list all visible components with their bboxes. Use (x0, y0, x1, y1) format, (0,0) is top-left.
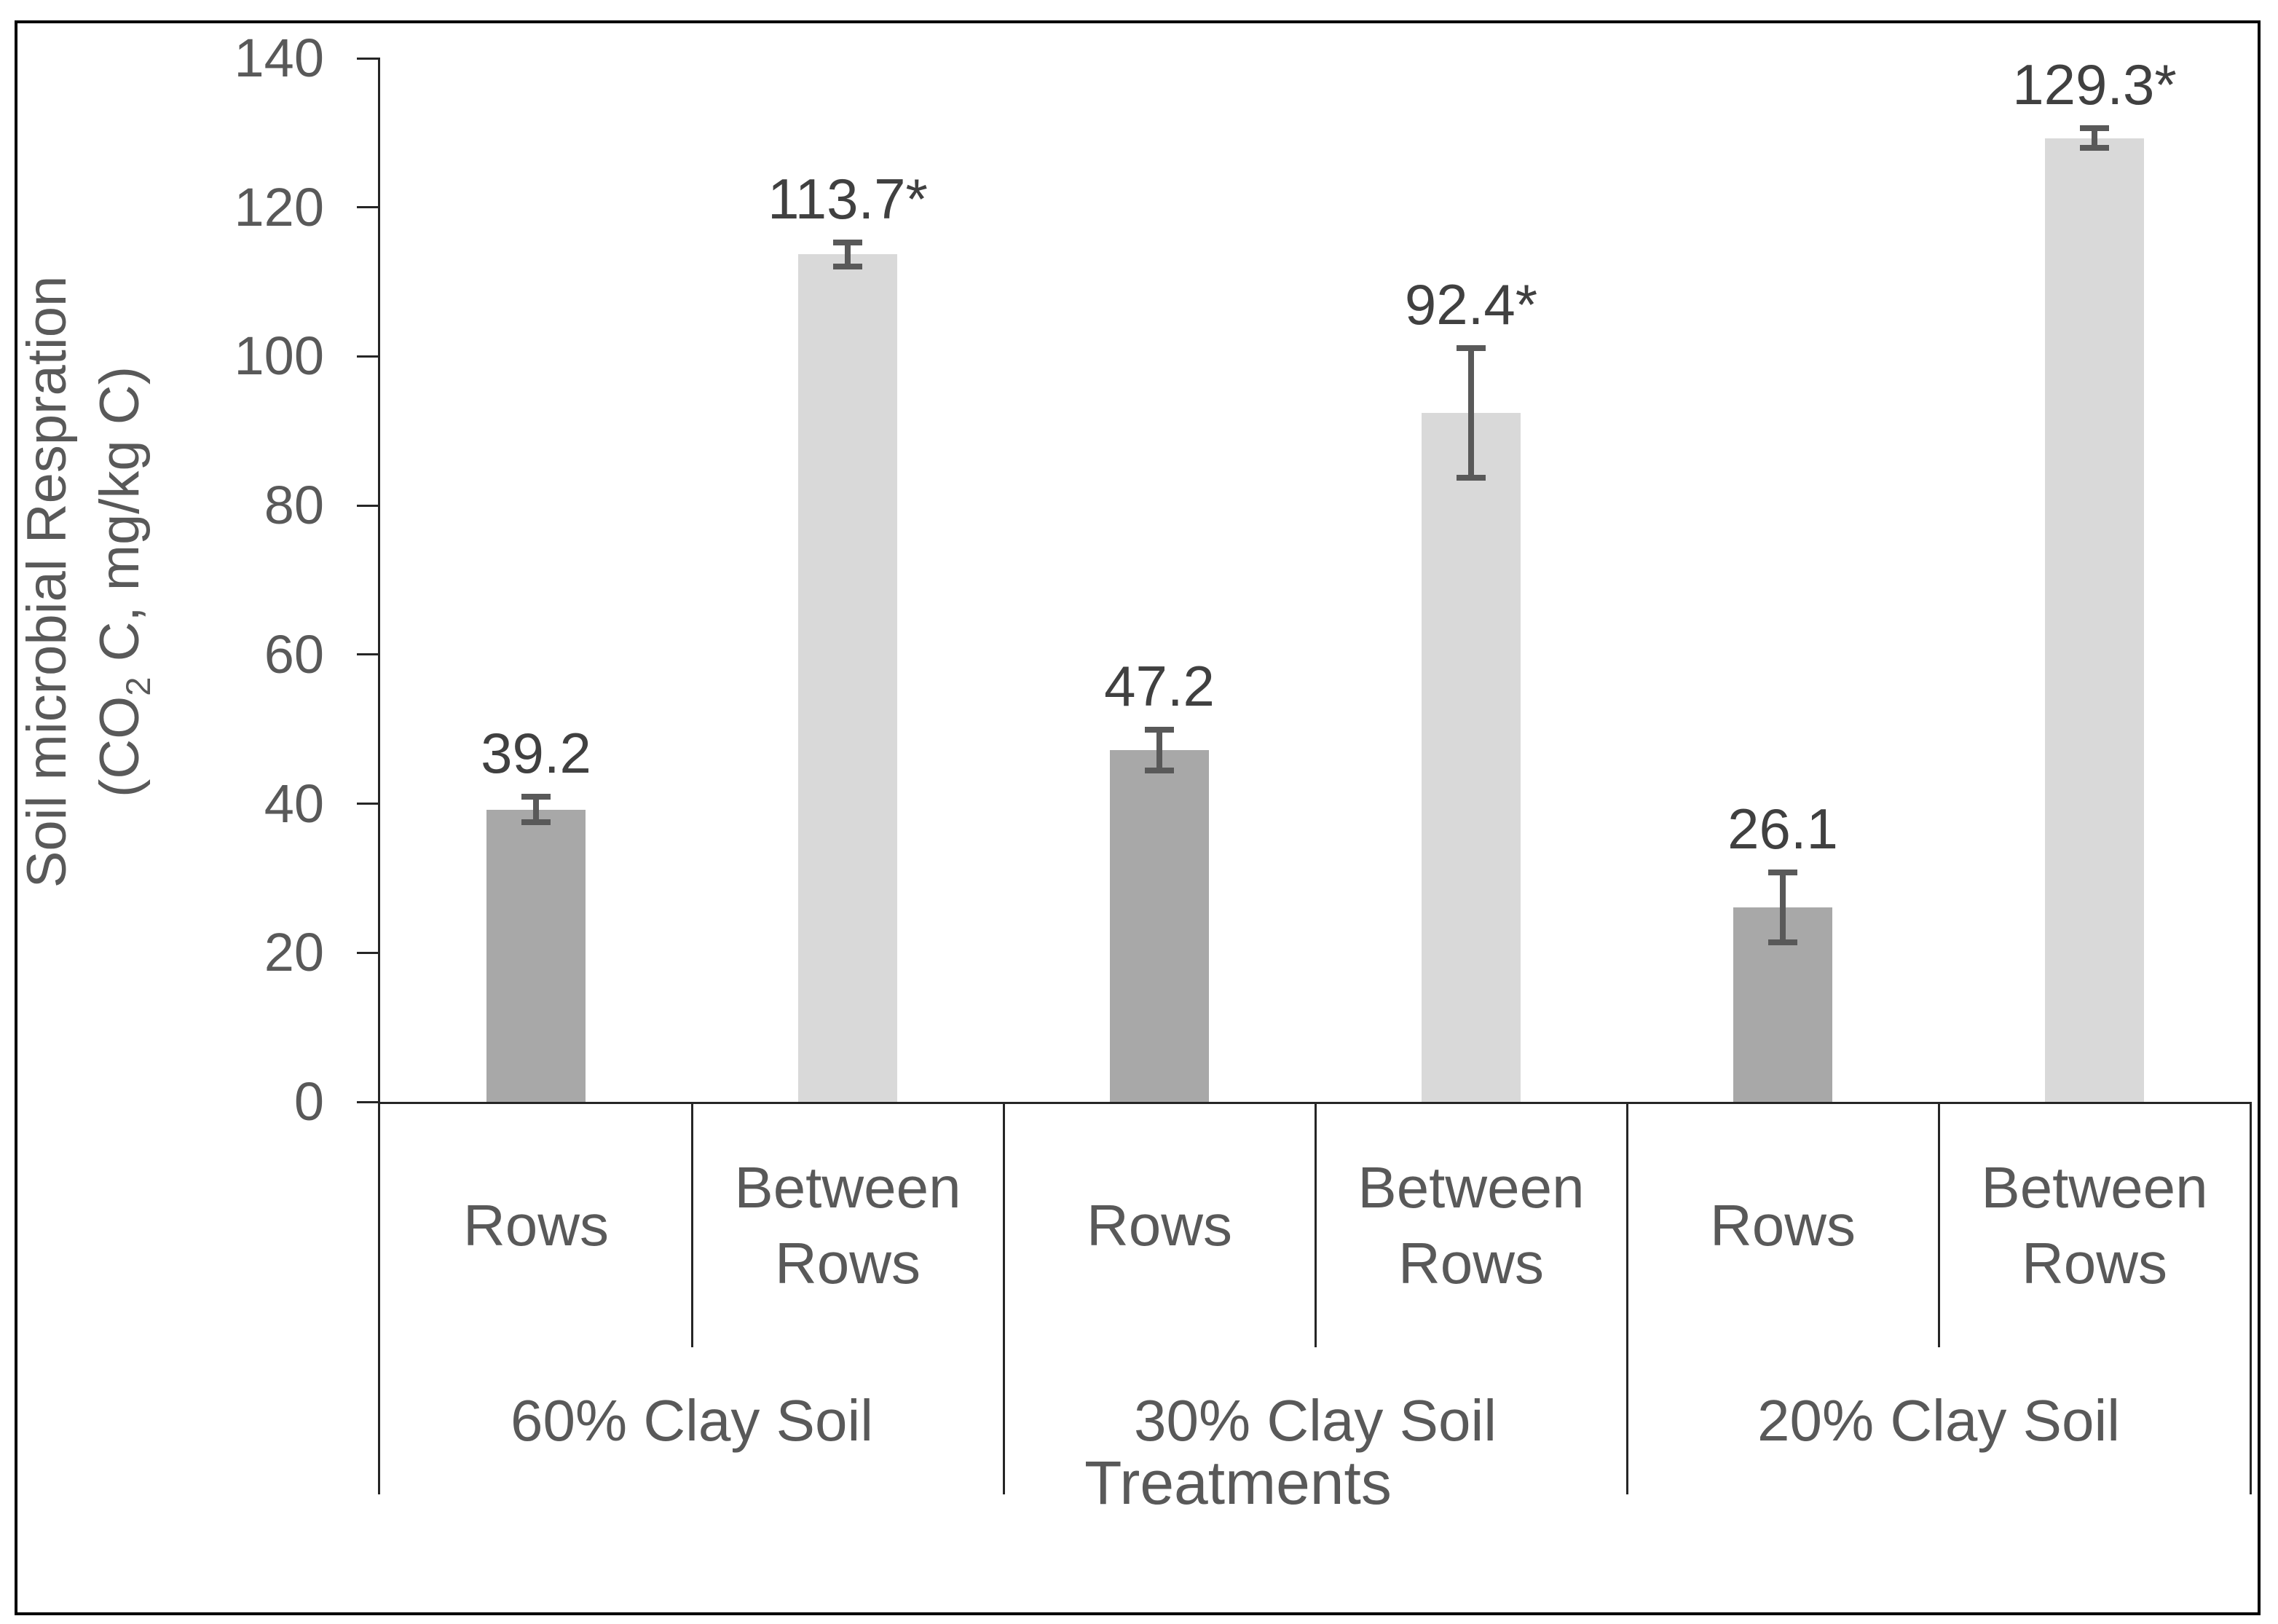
y-tick-mark (357, 355, 380, 358)
error-bar-whisker (1468, 348, 1474, 478)
group-divider (1003, 1102, 1005, 1494)
x-category-label: Between Rows (1357, 1155, 1585, 1296)
x-group-label: 20% Clay Soil (1757, 1388, 2120, 1453)
error-bar-whisker (2092, 128, 2097, 148)
x-group-label: 60% Clay Soil (510, 1388, 873, 1453)
category-divider (691, 1102, 693, 1347)
y-axis-title-line1: Soil microbial Respration (16, 275, 78, 888)
bar-value-label: 129.3* (2012, 52, 2177, 117)
error-bar-whisker (1780, 872, 1786, 942)
error-bar-cap-bottom (1457, 475, 1486, 481)
x-category-label: Between Rows (734, 1155, 961, 1296)
category-divider (1315, 1102, 1317, 1347)
x-category-label: Rows (462, 1193, 610, 1258)
y-tick-mark (357, 206, 380, 208)
bar-value-label: 113.7* (768, 167, 928, 231)
bar (486, 810, 586, 1102)
y-tick-label: 60 (264, 624, 324, 685)
error-bar-whisker (1156, 730, 1162, 770)
x-category-label: Between Rows (1981, 1155, 2208, 1296)
y-tick-mark (357, 803, 380, 805)
error-bar-cap-bottom (1145, 768, 1174, 773)
y-tick-mark (357, 952, 380, 954)
x-axis-line (378, 1102, 2250, 1104)
y-tick-label: 140 (234, 28, 324, 88)
bar-value-label: 47.2 (1104, 654, 1215, 718)
y-tick-label: 20 (264, 922, 324, 982)
y-tick-mark (357, 58, 380, 60)
y-tick-label: 120 (234, 177, 324, 237)
bar (798, 254, 897, 1102)
y-tick-label: 80 (264, 475, 324, 535)
bar-value-label: 39.2 (481, 721, 591, 785)
error-bar-cap-bottom (521, 819, 551, 825)
bar (2045, 138, 2144, 1102)
x-axis-title: Treatments (1084, 1448, 1392, 1517)
y-tick-mark (357, 653, 380, 655)
bar-value-label: 26.1 (1727, 797, 1838, 861)
error-bar-cap-top (833, 240, 862, 245)
group-divider (2250, 1102, 2252, 1494)
error-bar-whisker (845, 243, 851, 267)
y-tick-label: 40 (264, 773, 324, 834)
y-tick-mark (357, 1101, 380, 1103)
category-divider (1938, 1102, 1940, 1347)
error-bar-cap-top (1457, 345, 1486, 351)
y-tick-label: 0 (293, 1071, 324, 1132)
bar (1422, 413, 1521, 1102)
error-bar-cap-bottom (1768, 939, 1797, 945)
group-divider (1626, 1102, 1628, 1494)
error-bar-cap-top (1768, 870, 1797, 875)
y-tick-mark (357, 505, 380, 507)
x-category-label: Rows (1709, 1193, 1856, 1258)
chart-outer-border (15, 20, 2261, 1615)
error-bar-cap-top (1145, 727, 1174, 733)
x-group-label: 30% Clay Soil (1133, 1388, 1497, 1453)
error-bar-whisker (533, 797, 539, 822)
error-bar-cap-bottom (833, 264, 862, 269)
x-category-label: Rows (1086, 1193, 1233, 1258)
y-axis-line (378, 58, 380, 1494)
bar-value-label: 92.4* (1404, 272, 1538, 336)
y-tick-label: 100 (234, 326, 324, 386)
error-bar-cap-top (521, 794, 551, 800)
bar (1110, 750, 1209, 1102)
error-bar-cap-top (2080, 125, 2109, 131)
error-bar-cap-bottom (2080, 145, 2109, 151)
